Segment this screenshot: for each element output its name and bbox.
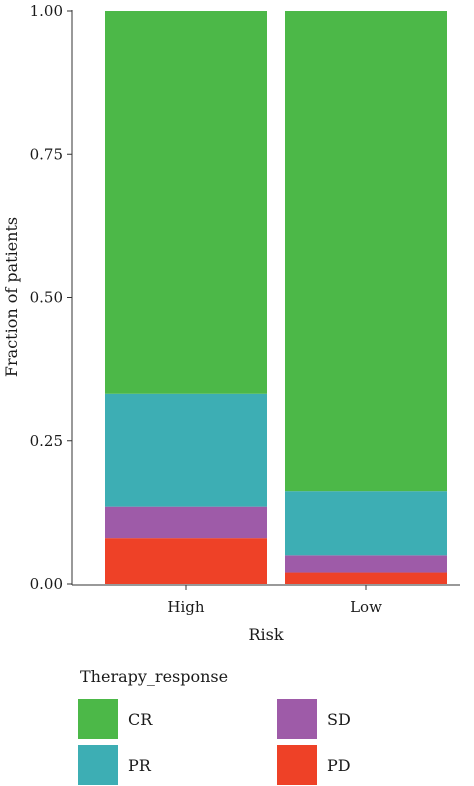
- legend-label-cr: CR: [128, 710, 153, 729]
- x-axis-ticks: High Low: [167, 585, 382, 616]
- x-axis-title: Risk: [248, 625, 283, 644]
- x-tick-label-low: Low: [350, 598, 382, 616]
- legend-label-pr: PR: [128, 756, 152, 775]
- y-axis-title: Fraction of patients: [2, 217, 21, 377]
- legend-swatch-sd: [277, 699, 317, 739]
- legend: Therapy_response CR SD PR PD: [78, 667, 351, 785]
- legend-label-pd: PD: [327, 756, 351, 775]
- y-tick-label: 0.00: [30, 575, 63, 593]
- legend-label-sd: SD: [327, 710, 351, 729]
- y-axis-ticks: 0.00 0.25 0.50 0.75 1.00: [30, 2, 72, 593]
- bar-high-pd: [105, 538, 267, 584]
- legend-swatch-pd: [277, 745, 317, 785]
- bar-high-sd: [105, 506, 267, 539]
- y-tick-label: 0.75: [30, 145, 63, 163]
- y-tick-label: 0.50: [30, 289, 63, 307]
- legend-swatch-pr: [78, 745, 118, 785]
- x-tick-label-high: High: [167, 598, 204, 616]
- bars-group: [105, 11, 447, 584]
- bar-low-pr: [285, 491, 447, 556]
- y-tick-label: 0.25: [30, 432, 63, 450]
- y-tick-label: 1.00: [30, 2, 63, 20]
- bar-low-sd: [285, 555, 447, 573]
- legend-title: Therapy_response: [80, 667, 228, 686]
- bar-high-cr: [105, 11, 267, 394]
- bar-low-pd: [285, 572, 447, 584]
- legend-swatch-cr: [78, 699, 118, 739]
- bar-low-cr: [285, 11, 447, 492]
- bar-high-pr: [105, 393, 267, 507]
